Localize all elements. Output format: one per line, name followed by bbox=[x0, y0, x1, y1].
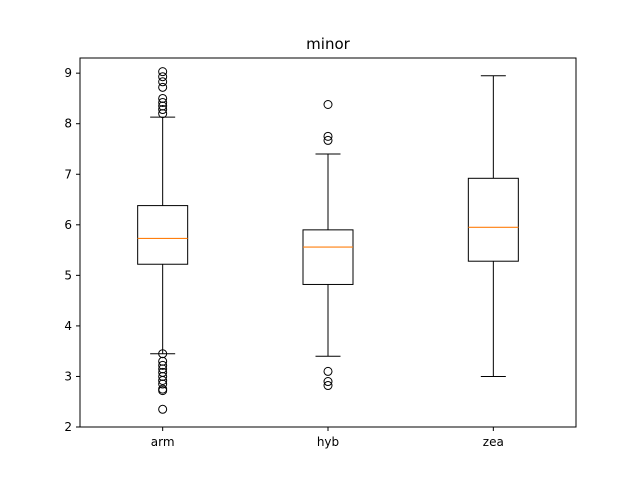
outlier-point bbox=[158, 349, 168, 359]
outlier-point bbox=[158, 384, 168, 394]
outlier-point bbox=[158, 105, 168, 115]
outlier-point bbox=[158, 77, 168, 87]
outlier-point bbox=[323, 131, 333, 141]
y-tick-label: 5 bbox=[64, 268, 72, 282]
y-tick-label: 6 bbox=[64, 218, 72, 232]
plot-area bbox=[137, 67, 519, 414]
outlier-point bbox=[158, 97, 168, 107]
box-iqr bbox=[137, 205, 189, 265]
axes-frame bbox=[79, 57, 577, 428]
box-group-hyb bbox=[302, 100, 354, 391]
outlier-point bbox=[158, 82, 168, 92]
x-tick-label: hyb bbox=[317, 435, 339, 449]
x-tick-label: arm bbox=[151, 435, 175, 449]
y-axis: 2 3 4 5 6 7 8 9 bbox=[64, 66, 80, 434]
y-tick-label: 7 bbox=[64, 167, 72, 181]
x-tick-label: zea bbox=[483, 435, 504, 449]
outlier-point bbox=[158, 404, 168, 414]
y-tick-label: 8 bbox=[64, 117, 72, 131]
y-tick-label: 4 bbox=[64, 319, 72, 333]
outlier-point bbox=[158, 367, 168, 377]
box-iqr bbox=[302, 229, 354, 285]
x-axis: arm hyb zea bbox=[151, 427, 504, 449]
outlier-point bbox=[158, 360, 168, 370]
chart-title: minor bbox=[306, 35, 350, 53]
y-tick-label: 3 bbox=[64, 369, 72, 383]
outlier-point bbox=[323, 366, 333, 376]
box-group-arm bbox=[137, 67, 189, 414]
outlier-point bbox=[158, 93, 168, 103]
y-tick-label: 9 bbox=[64, 66, 72, 80]
outlier-point bbox=[323, 377, 333, 387]
box-iqr bbox=[467, 177, 519, 262]
y-tick-label: 2 bbox=[64, 420, 72, 434]
outlier-point bbox=[323, 100, 333, 110]
outlier-point bbox=[158, 67, 168, 77]
outlier-point bbox=[158, 72, 168, 82]
outlier-point bbox=[323, 381, 333, 391]
box-group-zea bbox=[467, 75, 519, 377]
outlier-point bbox=[323, 135, 333, 145]
